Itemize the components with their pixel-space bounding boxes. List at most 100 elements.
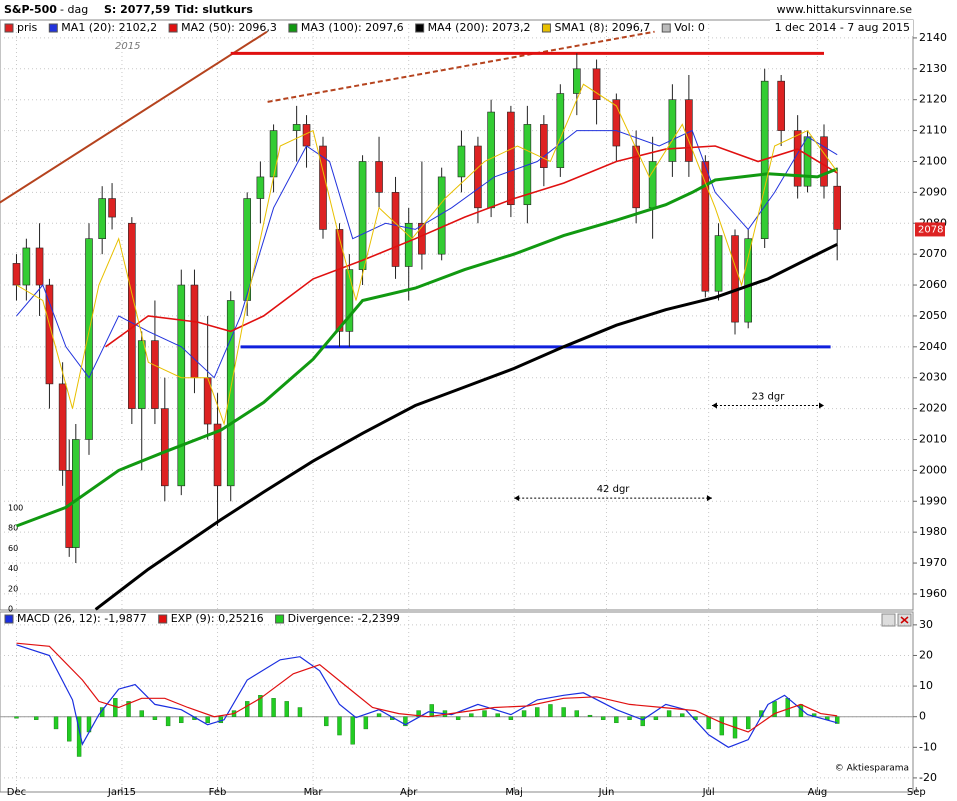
legend-swatch [158,614,168,624]
divergence-bar [205,716,210,724]
candle-body [457,145,466,178]
candle-body [358,161,367,270]
divergence-bar [152,716,158,720]
copyright: © Aktiesparama [835,764,909,774]
candle-body [793,130,802,187]
candle-body [507,111,515,206]
candle-body [540,124,548,168]
divergence-bar [745,716,751,730]
ma-line [16,129,838,379]
divergence-bar [600,716,606,720]
legend-label: MA3 (100): 2097,6 [301,21,404,34]
settings-button[interactable] [881,613,896,627]
divergence-bar [719,716,725,736]
year-label: 2015 [115,41,140,52]
divergence-bar [521,710,527,717]
x-tick-label: Sep [907,787,926,798]
y-tick-label: 2010 [919,432,947,445]
x-tick-label: Aug [808,787,828,798]
divergence-bar [34,716,39,720]
candle-body [151,340,159,409]
candle-body [777,80,785,131]
candle-body [98,198,106,240]
candle-body [573,68,581,94]
y-tick-label: 2110 [919,124,947,137]
y-tick-label: 2130 [919,62,947,75]
y-tick-label: 20 [919,648,933,661]
macd-line [16,642,838,733]
candle-body [612,99,621,147]
legend-label: EXP (9): 0,25216 [171,612,264,625]
ma-line [94,242,838,611]
divergence-bar [297,707,303,717]
divergence-bar [834,716,840,724]
divergence-bar [535,707,540,717]
divergence-bar [627,716,632,720]
legend-swatch [4,614,14,624]
candle-body [731,235,739,323]
divergence-bar [126,701,131,717]
volume-tick-label: 80 [8,524,18,533]
symbol: S&P-500 [4,3,57,16]
legend-swatch [541,23,551,33]
candle-body [391,192,400,267]
candle-body [632,145,640,209]
candle-body [65,470,74,548]
candle-body [833,185,841,230]
candle-body [345,269,354,332]
candle-body [177,284,186,487]
y-tick-label: 0 [919,710,926,723]
candle-body [418,222,426,255]
price-panel [0,19,914,611]
candle-body [256,176,265,199]
divergence-bar [350,716,355,745]
legend-swatch [288,23,298,33]
candle-body [668,99,677,162]
site: www.hittakursvinnare.se [777,3,913,16]
legend-label: SMA1 (8): 2096,7 [554,21,650,34]
divergence-bar [271,698,276,717]
legend-swatch [661,23,671,33]
divergence-bar [495,713,500,717]
y-tick-label: 2000 [919,463,947,476]
divergence-bar [680,713,685,717]
legend-swatch [275,614,285,624]
span-label: 42 dgr [597,484,631,495]
legend-label: MA1 (20): 2102,2 [61,21,157,34]
y-tick-label: 2060 [919,278,947,291]
candle-body [714,235,723,292]
x-tick-label: Dec [7,787,26,798]
last-price-box [915,222,945,237]
candle-body [22,247,31,286]
divergence-bar [324,716,329,727]
divergence-bar [574,710,580,717]
divergence-bar [429,704,434,717]
ma-line [16,83,838,426]
volume-tick-label: 40 [8,564,18,573]
candle-body [744,238,752,323]
y-tick-label: 10 [919,679,933,692]
ma-line [15,167,838,528]
y-tick-label: -10 [919,740,937,753]
candle-body [128,222,136,409]
y-tick-label: 2070 [919,247,947,260]
x-tick-label: Jul [702,787,715,798]
range-box [770,20,913,36]
divergence-bar [508,716,514,720]
candle-body [803,136,812,187]
volume-tick-label: 60 [8,544,18,553]
divergence-bar [245,701,250,717]
divergence-bar [337,716,342,736]
candle-body [292,124,301,131]
span-label: 23 dgr [752,392,786,403]
period: - dag [60,3,88,16]
trend-line [267,30,655,103]
last-price-label: 2078 [918,224,943,235]
divergence-bar [363,716,369,730]
candle-body [161,408,169,487]
candle-body [820,136,828,187]
y-tick-label: 1990 [919,494,947,507]
divergence-bar [785,698,790,717]
date-range: 1 dec 2014 - 7 aug 2015 [775,21,910,34]
